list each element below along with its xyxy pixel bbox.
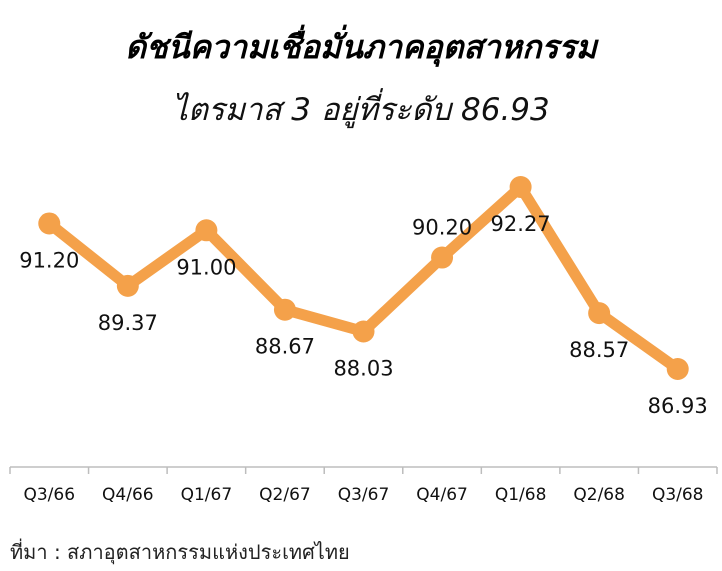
x-tick-label: Q1/68	[495, 485, 547, 505]
x-tick-label: Q3/68	[652, 485, 704, 505]
x-tick-label: Q2/67	[259, 485, 311, 505]
data-point	[588, 302, 611, 325]
data-label: 91.20	[19, 248, 79, 272]
data-labels: 91.20 89.37 91.00 88.67 88.03 90.20 92.27 88.57…	[19, 212, 708, 418]
data-point	[509, 176, 532, 198]
data-point	[38, 212, 61, 235]
x-tick-label: Q3/66	[23, 485, 75, 505]
data-label: 88.57	[569, 338, 629, 362]
data-label: 86.93	[648, 394, 708, 418]
data-point	[431, 246, 454, 269]
data-point	[352, 320, 375, 343]
chart-title: ดัชนีความเชื่อมั่นภาคอุตสาหกรรม	[125, 28, 597, 66]
data-label: 88.67	[255, 335, 315, 359]
data-label: 90.20	[412, 216, 472, 240]
data-label: 88.03	[333, 357, 393, 381]
x-tick-label: Q4/66	[102, 485, 154, 505]
x-tick-label: Q4/67	[416, 485, 468, 505]
x-tick-label: Q3/67	[338, 485, 390, 505]
data-point	[195, 219, 218, 242]
data-label: 92.27	[491, 212, 551, 236]
chart-subtitle: ไตรมาส 3 อยู่ที่ระดับ 86.93	[172, 92, 550, 128]
x-tick-label: Q1/67	[181, 485, 233, 505]
data-point	[666, 358, 689, 380]
x-tick-label: Q2/68	[573, 485, 625, 505]
data-label: 89.37	[98, 311, 158, 335]
data-point	[116, 274, 139, 297]
data-point	[273, 298, 296, 321]
x-axis-tick-labels: Q3/66 Q4/66 Q1/67 Q2/67 Q3/67 Q4/67 Q1/68 Q2/68…	[23, 485, 703, 505]
data-label: 91.00	[176, 255, 236, 279]
source-note: ที่มา : สภาอุตสาหกรรมแห่งประเทศไทย	[10, 540, 350, 564]
data-points	[38, 176, 689, 380]
x-axis-ticks	[9, 467, 718, 474]
